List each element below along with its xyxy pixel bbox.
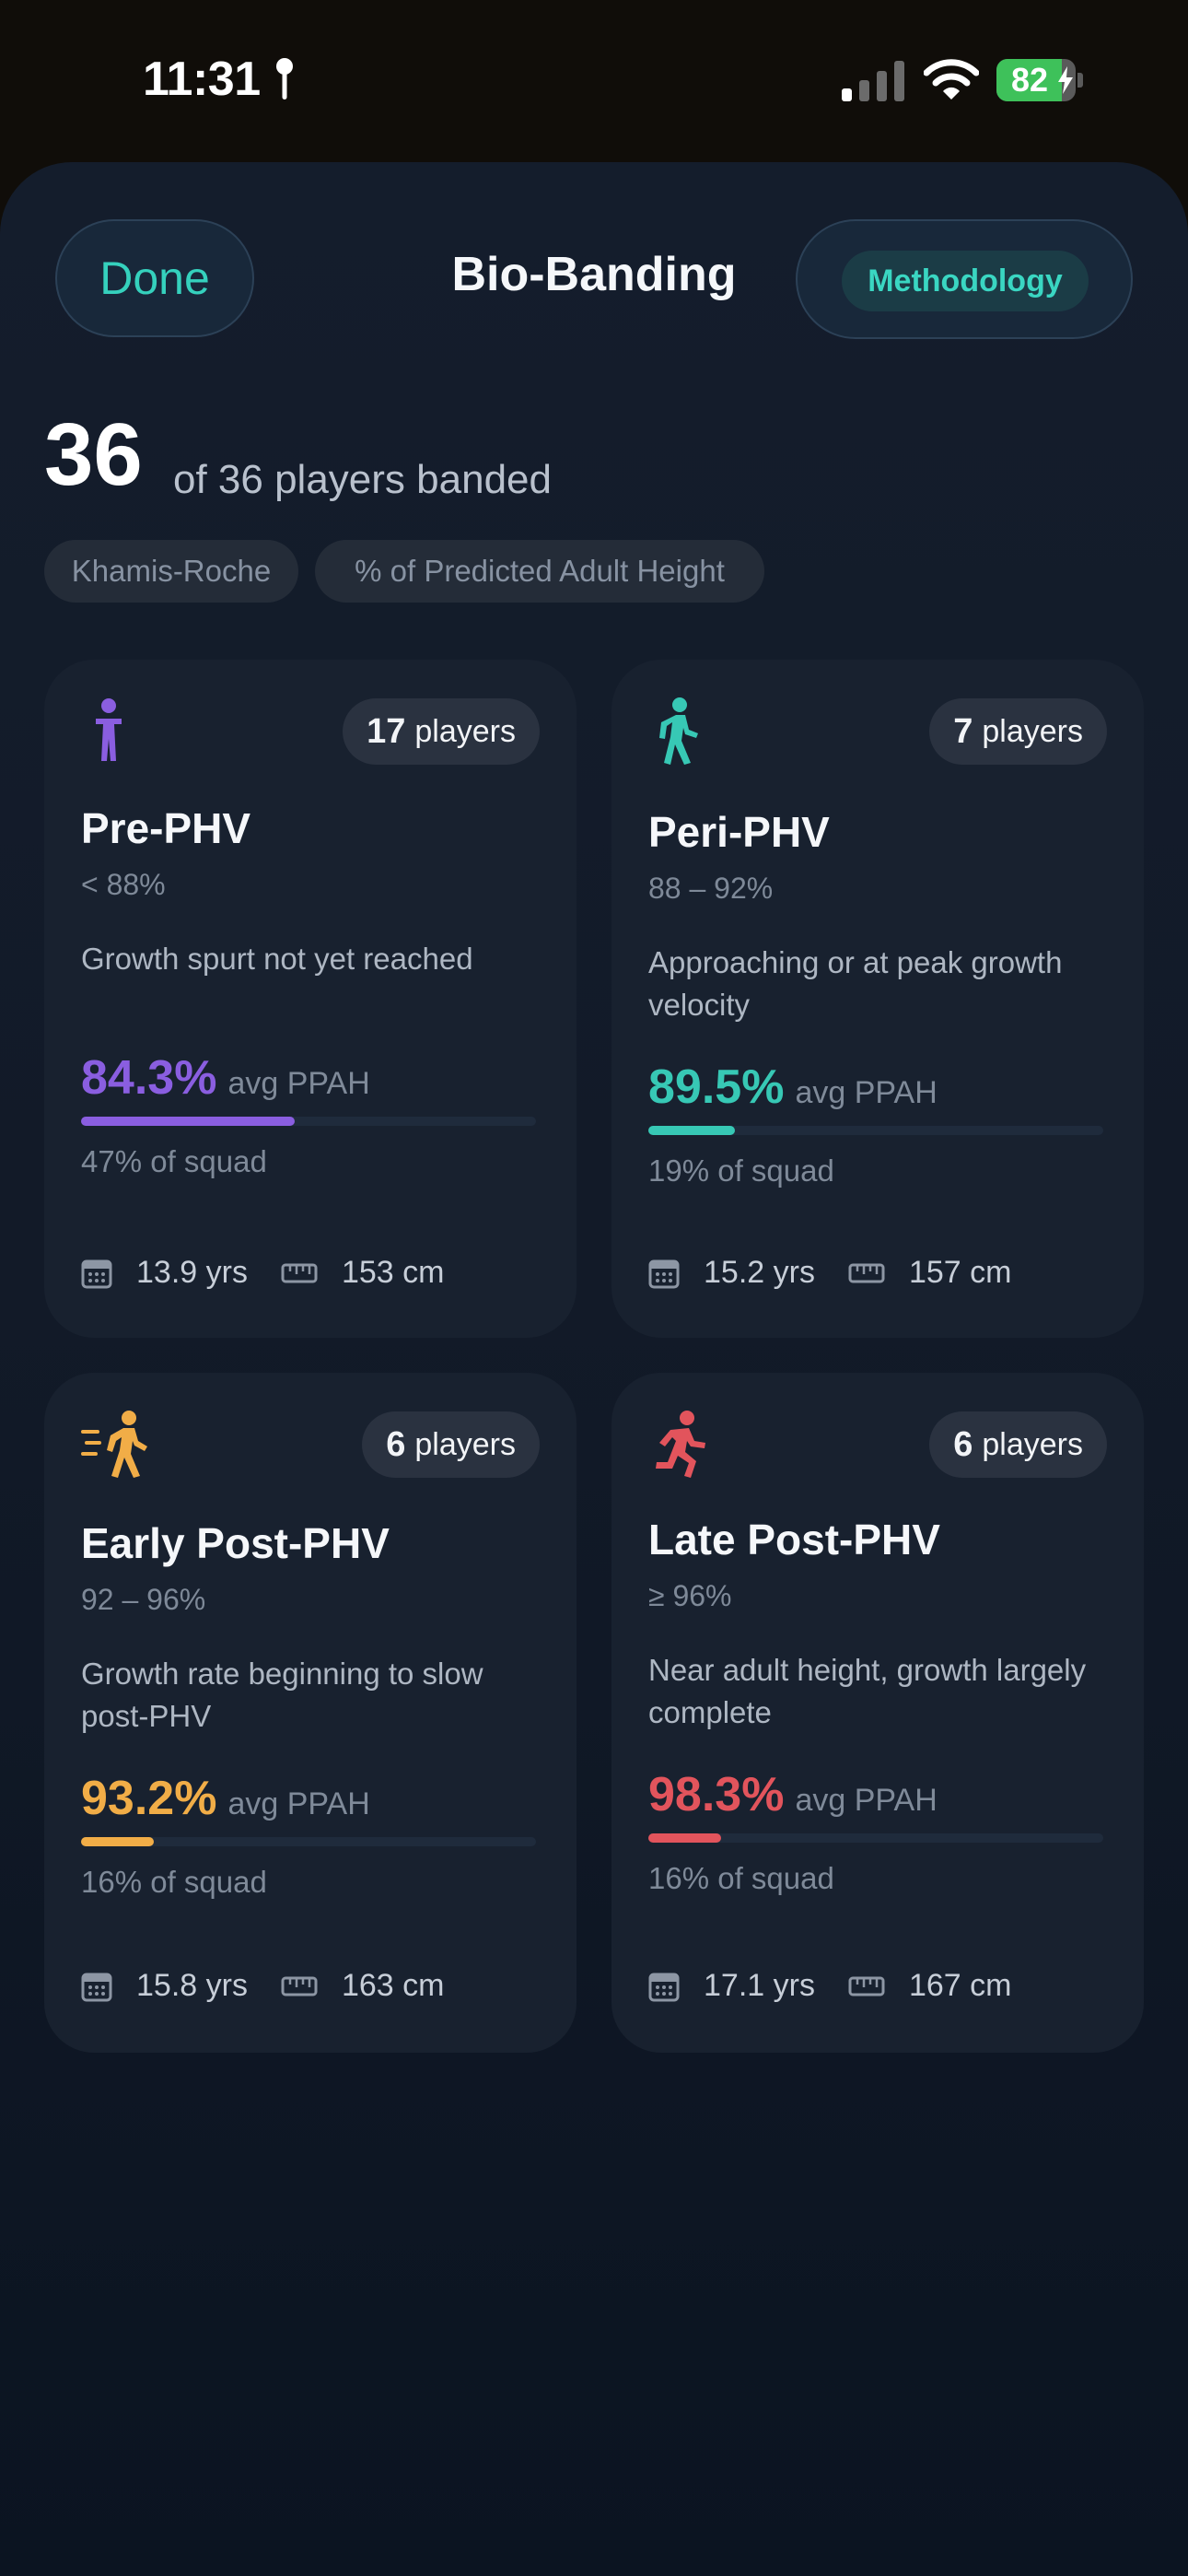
squad-share-fill xyxy=(81,1837,155,1846)
squad-share-text: 47% of squad xyxy=(81,1144,267,1178)
avg-ppah: 93.2% avg PPAH xyxy=(81,1771,370,1826)
done-button[interactable]: Done xyxy=(55,219,254,337)
squad-share-text: 16% of squad xyxy=(648,1861,834,1895)
avg-height: 157 cm xyxy=(908,1255,1012,1290)
calendar-icon xyxy=(81,1973,112,2001)
players-count-badge: 6 players xyxy=(362,1411,540,1478)
squad-share-bar xyxy=(648,1126,1103,1135)
band-title: Early Post-PHV xyxy=(81,1519,390,1567)
location-pin-icon xyxy=(276,58,293,100)
ruler-icon xyxy=(281,1263,318,1282)
standing-person-icon xyxy=(96,698,122,761)
bio-banding-sheet: Done Bio-Banding Methodology 36 of 36 pl… xyxy=(0,162,1188,2576)
avg-ppah-value: 89.5% xyxy=(648,1060,785,1114)
avg-ppah: 98.3% avg PPAH xyxy=(648,1767,938,1822)
fast-walking-person-icon xyxy=(81,1411,147,1478)
calendar-icon xyxy=(81,1259,112,1288)
cellular-signal-icon xyxy=(842,61,904,101)
players-count: 6 xyxy=(953,1424,973,1464)
players-count-badge: 17 players xyxy=(343,698,540,765)
avg-height: 167 cm xyxy=(908,1968,1012,2003)
band-card-early-post-phv[interactable]: 6 players Early Post-PHV 92 – 96% Growth… xyxy=(44,1373,577,2053)
avg-ppah-label: avg PPAH xyxy=(795,1075,938,1110)
calendar-icon xyxy=(648,1259,680,1288)
running-person-icon xyxy=(656,1411,705,1478)
avg-ppah: 84.3% avg PPAH xyxy=(81,1050,370,1106)
avg-age: 15.2 yrs xyxy=(704,1255,815,1290)
avg-age: 15.8 yrs xyxy=(136,1968,248,2003)
band-title: Late Post-PHV xyxy=(648,1516,940,1563)
banded-count: 36 xyxy=(44,405,143,504)
squad-share-bar xyxy=(648,1833,1103,1843)
band-range: ≥ 96% xyxy=(648,1579,732,1612)
players-label: players xyxy=(414,713,516,749)
avg-ppah-value: 98.3% xyxy=(648,1768,785,1821)
avg-ppah-label: avg PPAH xyxy=(227,1066,370,1101)
page-title: Bio-Banding xyxy=(451,248,737,301)
avg-height: 163 cm xyxy=(341,1968,445,2003)
avg-ppah-value: 93.2% xyxy=(81,1772,217,1825)
battery-level-fill xyxy=(996,59,1062,101)
ruler-icon xyxy=(848,1976,885,1996)
avg-age: 13.9 yrs xyxy=(136,1255,248,1290)
band-description: Approaching or at peak growth velocity xyxy=(648,945,1063,1022)
squad-share-text: 16% of squad xyxy=(81,1865,267,1899)
status-time: 11:31 xyxy=(143,53,261,106)
players-count-badge: 7 players xyxy=(929,698,1107,765)
players-count: 6 xyxy=(386,1424,406,1464)
wifi-icon xyxy=(924,59,979,100)
avg-ppah-label: avg PPAH xyxy=(795,1783,938,1818)
methodology-button[interactable]: Methodology xyxy=(796,219,1133,339)
squad-share-fill xyxy=(648,1833,722,1843)
method-tag: Khamis-Roche xyxy=(44,540,298,603)
band-description: Growth rate beginning to slow post-PHV xyxy=(81,1657,483,1733)
calendar-icon xyxy=(648,1973,680,2001)
avg-ppah-label: avg PPAH xyxy=(227,1786,370,1821)
battery-percent: 82 xyxy=(1010,61,1049,99)
avg-height: 153 cm xyxy=(341,1255,445,1290)
players-label: players xyxy=(982,1426,1083,1462)
band-range: < 88% xyxy=(81,868,166,901)
ruler-icon xyxy=(848,1263,885,1282)
squad-share-bar xyxy=(81,1837,536,1846)
players-count: 7 xyxy=(953,711,973,751)
methodology-label: Methodology xyxy=(842,251,1089,311)
band-description: Growth spurt not yet reached xyxy=(81,942,473,976)
squad-share-fill xyxy=(81,1117,296,1126)
squad-share-bar xyxy=(81,1117,536,1126)
banded-summary-text: of 36 players banded xyxy=(173,457,552,502)
status-bar: 11:31 82 xyxy=(0,0,1188,162)
squad-share-text: 19% of squad xyxy=(648,1153,834,1188)
band-range: 92 – 96% xyxy=(81,1583,206,1616)
players-label: players xyxy=(982,713,1083,749)
battery-charging-icon: 82 xyxy=(996,59,1083,101)
band-meta: 13.9 yrs 153 cm xyxy=(81,1255,444,1291)
band-title: Peri-PHV xyxy=(648,808,830,856)
band-meta: 15.8 yrs 163 cm xyxy=(81,1968,444,2004)
band-description: Near adult height, growth largely comple… xyxy=(648,1653,1087,1729)
players-count: 17 xyxy=(367,711,406,751)
charging-bolt-icon xyxy=(1058,66,1073,94)
band-meta: 15.2 yrs 157 cm xyxy=(648,1255,1011,1291)
players-count-badge: 6 players xyxy=(929,1411,1107,1478)
band-card-peri-phv[interactable]: 7 players Peri-PHV 88 – 92% Approaching … xyxy=(611,660,1144,1338)
band-range: 88 – 92% xyxy=(648,872,774,905)
band-card-pre-phv[interactable]: 17 players Pre-PHV < 88% Growth spurt no… xyxy=(44,660,577,1338)
metric-tag: % of Predicted Adult Height xyxy=(315,540,764,603)
walking-person-icon xyxy=(659,697,698,765)
avg-ppah: 89.5% avg PPAH xyxy=(648,1060,938,1115)
players-label: players xyxy=(414,1426,516,1462)
band-title: Pre-PHV xyxy=(81,804,251,852)
avg-age: 17.1 yrs xyxy=(704,1968,815,2003)
band-card-late-post-phv[interactable]: 6 players Late Post-PHV ≥ 96% Near adult… xyxy=(611,1373,1144,2053)
ruler-icon xyxy=(281,1976,318,1996)
avg-ppah-value: 84.3% xyxy=(81,1051,217,1105)
band-meta: 17.1 yrs 167 cm xyxy=(648,1968,1011,2004)
squad-share-fill xyxy=(648,1126,735,1135)
